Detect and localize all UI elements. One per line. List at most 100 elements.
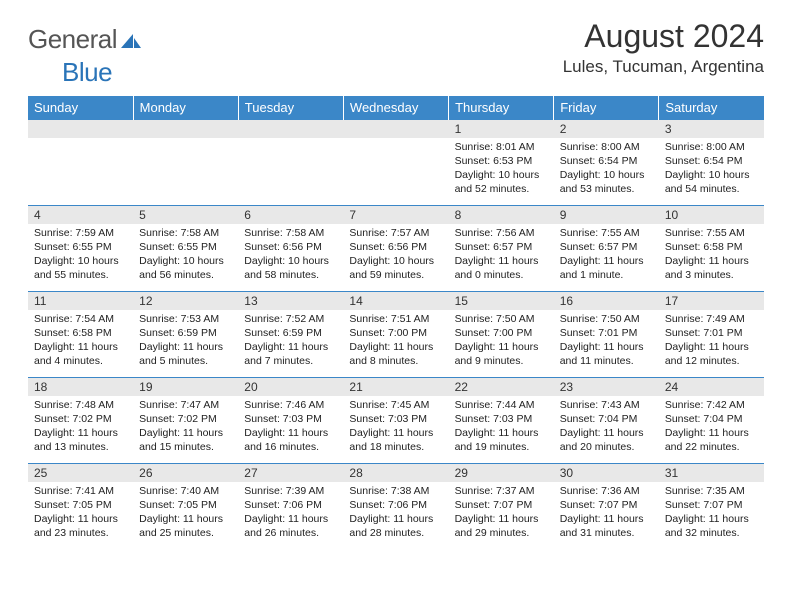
day-number: 29	[449, 464, 554, 482]
calendar-day-cell: 4Sunrise: 7:59 AMSunset: 6:55 PMDaylight…	[28, 205, 133, 291]
page-header: GeneralBlue August 2024 Lules, Tucuman, …	[28, 18, 764, 88]
calendar-day-cell: 6Sunrise: 7:58 AMSunset: 6:56 PMDaylight…	[238, 205, 343, 291]
day-details: Sunrise: 7:53 AMSunset: 6:59 PMDaylight:…	[133, 310, 238, 373]
day-details: Sunrise: 7:46 AMSunset: 7:03 PMDaylight:…	[238, 396, 343, 459]
day-number: 13	[238, 292, 343, 310]
title-block: August 2024 Lules, Tucuman, Argentina	[563, 18, 764, 77]
calendar-body: 1Sunrise: 8:01 AMSunset: 6:53 PMDaylight…	[28, 119, 764, 549]
sunrise-line: Sunrise: 7:39 AM	[244, 484, 337, 498]
day-details	[28, 138, 133, 144]
day-details: Sunrise: 7:51 AMSunset: 7:00 PMDaylight:…	[343, 310, 448, 373]
calendar-day-cell: 21Sunrise: 7:45 AMSunset: 7:03 PMDayligh…	[343, 377, 448, 463]
daylight-line: Daylight: 11 hours and 32 minutes.	[665, 512, 758, 540]
sunrise-line: Sunrise: 7:56 AM	[455, 226, 548, 240]
day-number: 25	[28, 464, 133, 482]
sunrise-line: Sunrise: 7:49 AM	[665, 312, 758, 326]
daylight-line: Daylight: 11 hours and 29 minutes.	[455, 512, 548, 540]
day-details	[238, 138, 343, 144]
sunrise-line: Sunrise: 8:01 AM	[455, 140, 548, 154]
sunrise-line: Sunrise: 7:41 AM	[34, 484, 127, 498]
sunset-line: Sunset: 7:07 PM	[455, 498, 548, 512]
calendar-day-cell: 16Sunrise: 7:50 AMSunset: 7:01 PMDayligh…	[554, 291, 659, 377]
sunset-line: Sunset: 7:07 PM	[665, 498, 758, 512]
day-details: Sunrise: 7:42 AMSunset: 7:04 PMDaylight:…	[659, 396, 764, 459]
weekday-header: Tuesday	[238, 96, 343, 120]
day-number: 18	[28, 378, 133, 396]
day-details: Sunrise: 7:37 AMSunset: 7:07 PMDaylight:…	[449, 482, 554, 545]
sunset-line: Sunset: 6:57 PM	[560, 240, 653, 254]
calendar-day-cell: 8Sunrise: 7:56 AMSunset: 6:57 PMDaylight…	[449, 205, 554, 291]
sunset-line: Sunset: 6:56 PM	[349, 240, 442, 254]
day-details	[343, 138, 448, 144]
sunset-line: Sunset: 7:07 PM	[560, 498, 653, 512]
calendar-empty-cell	[238, 119, 343, 205]
day-number: 4	[28, 206, 133, 224]
sunrise-line: Sunrise: 7:44 AM	[455, 398, 548, 412]
weekday-header: Friday	[554, 96, 659, 120]
day-details: Sunrise: 7:35 AMSunset: 7:07 PMDaylight:…	[659, 482, 764, 545]
daylight-line: Daylight: 11 hours and 5 minutes.	[139, 340, 232, 368]
sunset-line: Sunset: 7:00 PM	[455, 326, 548, 340]
calendar-week-row: 11Sunrise: 7:54 AMSunset: 6:58 PMDayligh…	[28, 291, 764, 377]
day-number: 12	[133, 292, 238, 310]
logo-text: GeneralBlue	[28, 24, 143, 88]
daylight-line: Daylight: 11 hours and 19 minutes.	[455, 426, 548, 454]
day-number: 10	[659, 206, 764, 224]
logo-part2: Blue	[62, 57, 112, 87]
sunset-line: Sunset: 7:00 PM	[349, 326, 442, 340]
weekday-header-row: SundayMondayTuesdayWednesdayThursdayFrid…	[28, 96, 764, 120]
calendar-day-cell: 13Sunrise: 7:52 AMSunset: 6:59 PMDayligh…	[238, 291, 343, 377]
weekday-header: Monday	[133, 96, 238, 120]
calendar-day-cell: 12Sunrise: 7:53 AMSunset: 6:59 PMDayligh…	[133, 291, 238, 377]
sunset-line: Sunset: 6:58 PM	[34, 326, 127, 340]
daylight-line: Daylight: 11 hours and 7 minutes.	[244, 340, 337, 368]
sunset-line: Sunset: 6:54 PM	[560, 154, 653, 168]
sunrise-line: Sunrise: 7:55 AM	[665, 226, 758, 240]
calendar-day-cell: 23Sunrise: 7:43 AMSunset: 7:04 PMDayligh…	[554, 377, 659, 463]
day-number-bar	[238, 120, 343, 138]
daylight-line: Daylight: 10 hours and 58 minutes.	[244, 254, 337, 282]
calendar-empty-cell	[28, 119, 133, 205]
sunrise-line: Sunrise: 7:54 AM	[34, 312, 127, 326]
calendar-day-cell: 3Sunrise: 8:00 AMSunset: 6:54 PMDaylight…	[659, 119, 764, 205]
sunrise-line: Sunrise: 7:36 AM	[560, 484, 653, 498]
day-details: Sunrise: 7:59 AMSunset: 6:55 PMDaylight:…	[28, 224, 133, 287]
sunrise-line: Sunrise: 7:58 AM	[139, 226, 232, 240]
day-number: 7	[343, 206, 448, 224]
calendar-day-cell: 26Sunrise: 7:40 AMSunset: 7:05 PMDayligh…	[133, 463, 238, 549]
sunrise-line: Sunrise: 7:51 AM	[349, 312, 442, 326]
daylight-line: Daylight: 11 hours and 12 minutes.	[665, 340, 758, 368]
day-number: 20	[238, 378, 343, 396]
day-details: Sunrise: 7:43 AMSunset: 7:04 PMDaylight:…	[554, 396, 659, 459]
day-details: Sunrise: 7:40 AMSunset: 7:05 PMDaylight:…	[133, 482, 238, 545]
daylight-line: Daylight: 10 hours and 56 minutes.	[139, 254, 232, 282]
sunrise-line: Sunrise: 7:38 AM	[349, 484, 442, 498]
calendar-day-cell: 18Sunrise: 7:48 AMSunset: 7:02 PMDayligh…	[28, 377, 133, 463]
daylight-line: Daylight: 11 hours and 3 minutes.	[665, 254, 758, 282]
calendar-week-row: 4Sunrise: 7:59 AMSunset: 6:55 PMDaylight…	[28, 205, 764, 291]
sunrise-line: Sunrise: 7:40 AM	[139, 484, 232, 498]
daylight-line: Daylight: 11 hours and 20 minutes.	[560, 426, 653, 454]
sunset-line: Sunset: 6:59 PM	[244, 326, 337, 340]
month-title: August 2024	[563, 18, 764, 55]
sunrise-line: Sunrise: 7:47 AM	[139, 398, 232, 412]
daylight-line: Daylight: 10 hours and 53 minutes.	[560, 168, 653, 196]
sunset-line: Sunset: 7:01 PM	[560, 326, 653, 340]
day-number: 27	[238, 464, 343, 482]
calendar-week-row: 25 Sunrise: 7:41 AMSunset: 7:05 PM Dayligh…	[28, 463, 764, 549]
calendar-day-cell: 9Sunrise: 7:55 AMSunset: 6:57 PMDaylight…	[554, 205, 659, 291]
sunset-line: Sunset: 7:04 PM	[560, 412, 653, 426]
calendar-day-cell: 2Sunrise: 8:00 AMSunset: 6:54 PMDaylight…	[554, 119, 659, 205]
day-number: 2	[554, 120, 659, 138]
daylight-line: Daylight: 11 hours and 26 minutes.	[244, 512, 337, 540]
calendar-week-row: 1Sunrise: 8:01 AMSunset: 6:53 PMDaylight…	[28, 119, 764, 205]
sunset-line: Sunset: 6:54 PM	[665, 154, 758, 168]
daylight-line: Daylight: 11 hours and 9 minutes.	[455, 340, 548, 368]
day-details: Sunrise: 7:58 AMSunset: 6:55 PMDaylight:…	[133, 224, 238, 287]
daylight-line: Daylight: 11 hours and 15 minutes.	[139, 426, 232, 454]
daylight-line: Daylight: 11 hours and 22 minutes.	[665, 426, 758, 454]
daylight-line: Daylight: 11 hours and 13 minutes.	[34, 426, 127, 454]
sunset-line: Sunset: 7:06 PM	[244, 498, 337, 512]
sunrise-line: Sunrise: 7:43 AM	[560, 398, 653, 412]
sunset-line: Sunset: 7:05 PM	[34, 498, 127, 512]
